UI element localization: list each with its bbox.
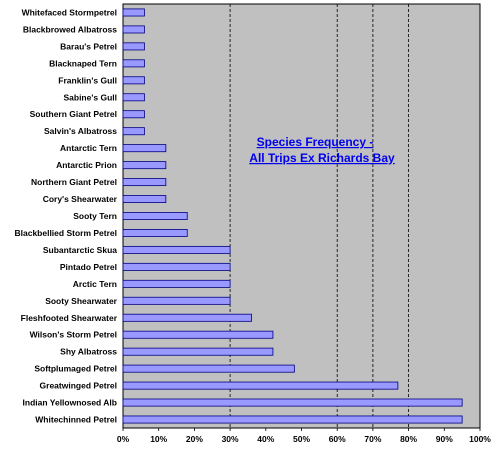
x-tick-label-9: 90% <box>436 434 453 444</box>
bar-21 <box>122 364 295 373</box>
bar-0 <box>122 8 145 17</box>
x-tick-label-10: 100% <box>469 434 491 444</box>
category-label-7: Salvin's Albatross <box>44 126 117 136</box>
bar-10 <box>122 178 167 187</box>
x-tick-label-2: 20% <box>186 434 203 444</box>
bar-13 <box>122 228 188 237</box>
chart-title-line-2: All Trips Ex Richards Bay <box>249 151 395 165</box>
category-label-22: Greatwinged Petrel <box>40 381 117 391</box>
bar-14 <box>122 245 231 254</box>
category-label-3: Blacknaped Tern <box>49 58 117 68</box>
x-tick-label-7: 70% <box>364 434 381 444</box>
x-tick-label-0: 0% <box>117 434 130 444</box>
x-tick-label-5: 50% <box>293 434 310 444</box>
bar-19 <box>122 330 274 339</box>
category-label-11: Cory's Shearwater <box>43 194 118 204</box>
chart-title: Species Frequency - All Trips Ex Richard… <box>249 135 395 165</box>
bar-16 <box>122 279 231 288</box>
category-labels: Whitefaced Stormpetrel Blackbrowed Albatr… <box>14 7 117 424</box>
category-label-24: Whitechinned Petrel <box>35 415 117 425</box>
x-tick-label-6: 60% <box>329 434 346 444</box>
bar-1 <box>122 25 145 34</box>
category-label-5: Sabine's Gull <box>63 92 117 102</box>
category-label-12: Sooty Tern <box>73 211 117 221</box>
bar-3 <box>122 59 145 68</box>
bar-6 <box>122 110 145 119</box>
bar-20 <box>122 347 274 356</box>
bars <box>122 8 463 424</box>
category-label-18: Fleshfooted Shearwater <box>21 313 118 323</box>
category-label-1: Blackbrowed Albatross <box>23 24 117 34</box>
x-tick-label-4: 40% <box>257 434 274 444</box>
x-tick-label-8: 80% <box>400 434 417 444</box>
gridlines <box>229 4 410 428</box>
bar-8 <box>122 144 167 153</box>
category-label-19: Wilson's Storm Petrel <box>30 330 117 340</box>
category-label-4: Franklin's Gull <box>58 75 117 85</box>
category-label-14: Subantarctic Skua <box>43 245 117 255</box>
x-tick-label-1: 10% <box>150 434 167 444</box>
category-label-13: Blackbellied Storm Petrel <box>14 228 117 238</box>
category-label-16: Arctic Tern <box>73 279 117 289</box>
category-label-23: Indian Yellownosed Alb <box>23 398 117 408</box>
bar-7 <box>122 127 145 136</box>
bar-2 <box>122 42 145 51</box>
bar-11 <box>122 195 167 204</box>
bar-15 <box>122 262 231 271</box>
bar-18 <box>122 313 252 322</box>
bar-12 <box>122 212 188 220</box>
chart-title-line-1: Species Frequency - <box>257 135 374 149</box>
category-label-20: Shy Albatross <box>60 347 117 357</box>
category-label-21: Softplumaged Petrel <box>34 364 117 374</box>
bar-23 <box>122 398 463 407</box>
category-label-15: Pintado Petrel <box>60 262 117 272</box>
bar-5 <box>122 93 145 102</box>
x-axis-ticks: 0% 10% 20% 30% 40% 50% 60% 70% 80% 90% 100% <box>117 428 491 444</box>
bar-24 <box>122 415 463 424</box>
category-label-17: Sooty Shearwater <box>45 296 117 306</box>
category-label-6: Southern Giant Petrel <box>30 109 117 119</box>
x-tick-label-3: 30% <box>222 434 239 444</box>
category-label-0: Whitefaced Stormpetrel <box>22 7 117 17</box>
category-label-9: Antarctic Prion <box>56 160 117 170</box>
category-label-8: Antarctic Tern <box>60 143 117 153</box>
category-label-2: Barau's Petrel <box>60 41 117 51</box>
bar-9 <box>122 161 167 170</box>
bar-22 <box>122 381 399 390</box>
category-label-10: Northern Giant Petrel <box>31 177 117 187</box>
bar-4 <box>122 76 145 85</box>
bar-17 <box>122 296 231 305</box>
